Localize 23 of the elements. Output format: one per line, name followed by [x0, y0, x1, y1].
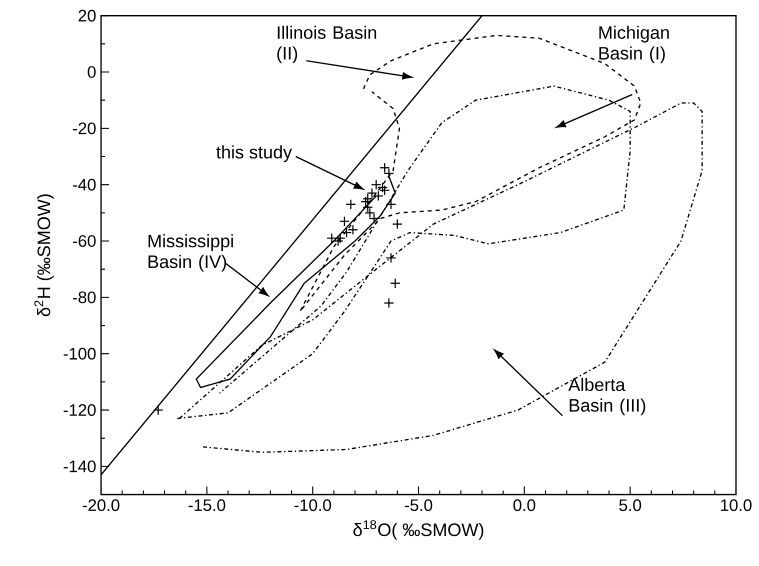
annotation: this study [216, 146, 292, 162]
annotation: Alberta Basin (III) [568, 378, 646, 416]
y-tick-label: -80 [72, 292, 96, 304]
y-tick-label: 20 [78, 10, 96, 22]
y-tick-label: -60 [72, 235, 96, 248]
y-tick-label: -100 [64, 348, 96, 360]
y-tick-label: -140 [64, 460, 96, 472]
y-tick-label: -120 [64, 404, 96, 416]
y-axis-title: δ$^{2}$H (‰SMOW) [34, 194, 54, 316]
y-tick-label: -20 [72, 122, 96, 134]
x-tick-label: 10.0 [721, 499, 752, 512]
annotation: Mississippi Basin (IV) [148, 234, 233, 272]
x-axis-title: δ$^{18}$O( ‰SMOW) [353, 520, 484, 540]
x-tick-label: -10.0 [294, 499, 332, 512]
x-tick-label: -20.0 [82, 499, 120, 512]
x-tick-label: 0.0 [513, 499, 536, 512]
x-tick-label: -15.0 [188, 499, 226, 512]
annotation: Michigan Basin (I) [599, 26, 669, 64]
x-tick-label: 5.0 [619, 499, 642, 512]
annotation: Illinois Basin (II) [277, 26, 376, 64]
x-tick-label: -5.0 [404, 499, 432, 512]
y-tick-label: -40 [72, 179, 96, 191]
y-tick-label: 0 [88, 66, 96, 78]
